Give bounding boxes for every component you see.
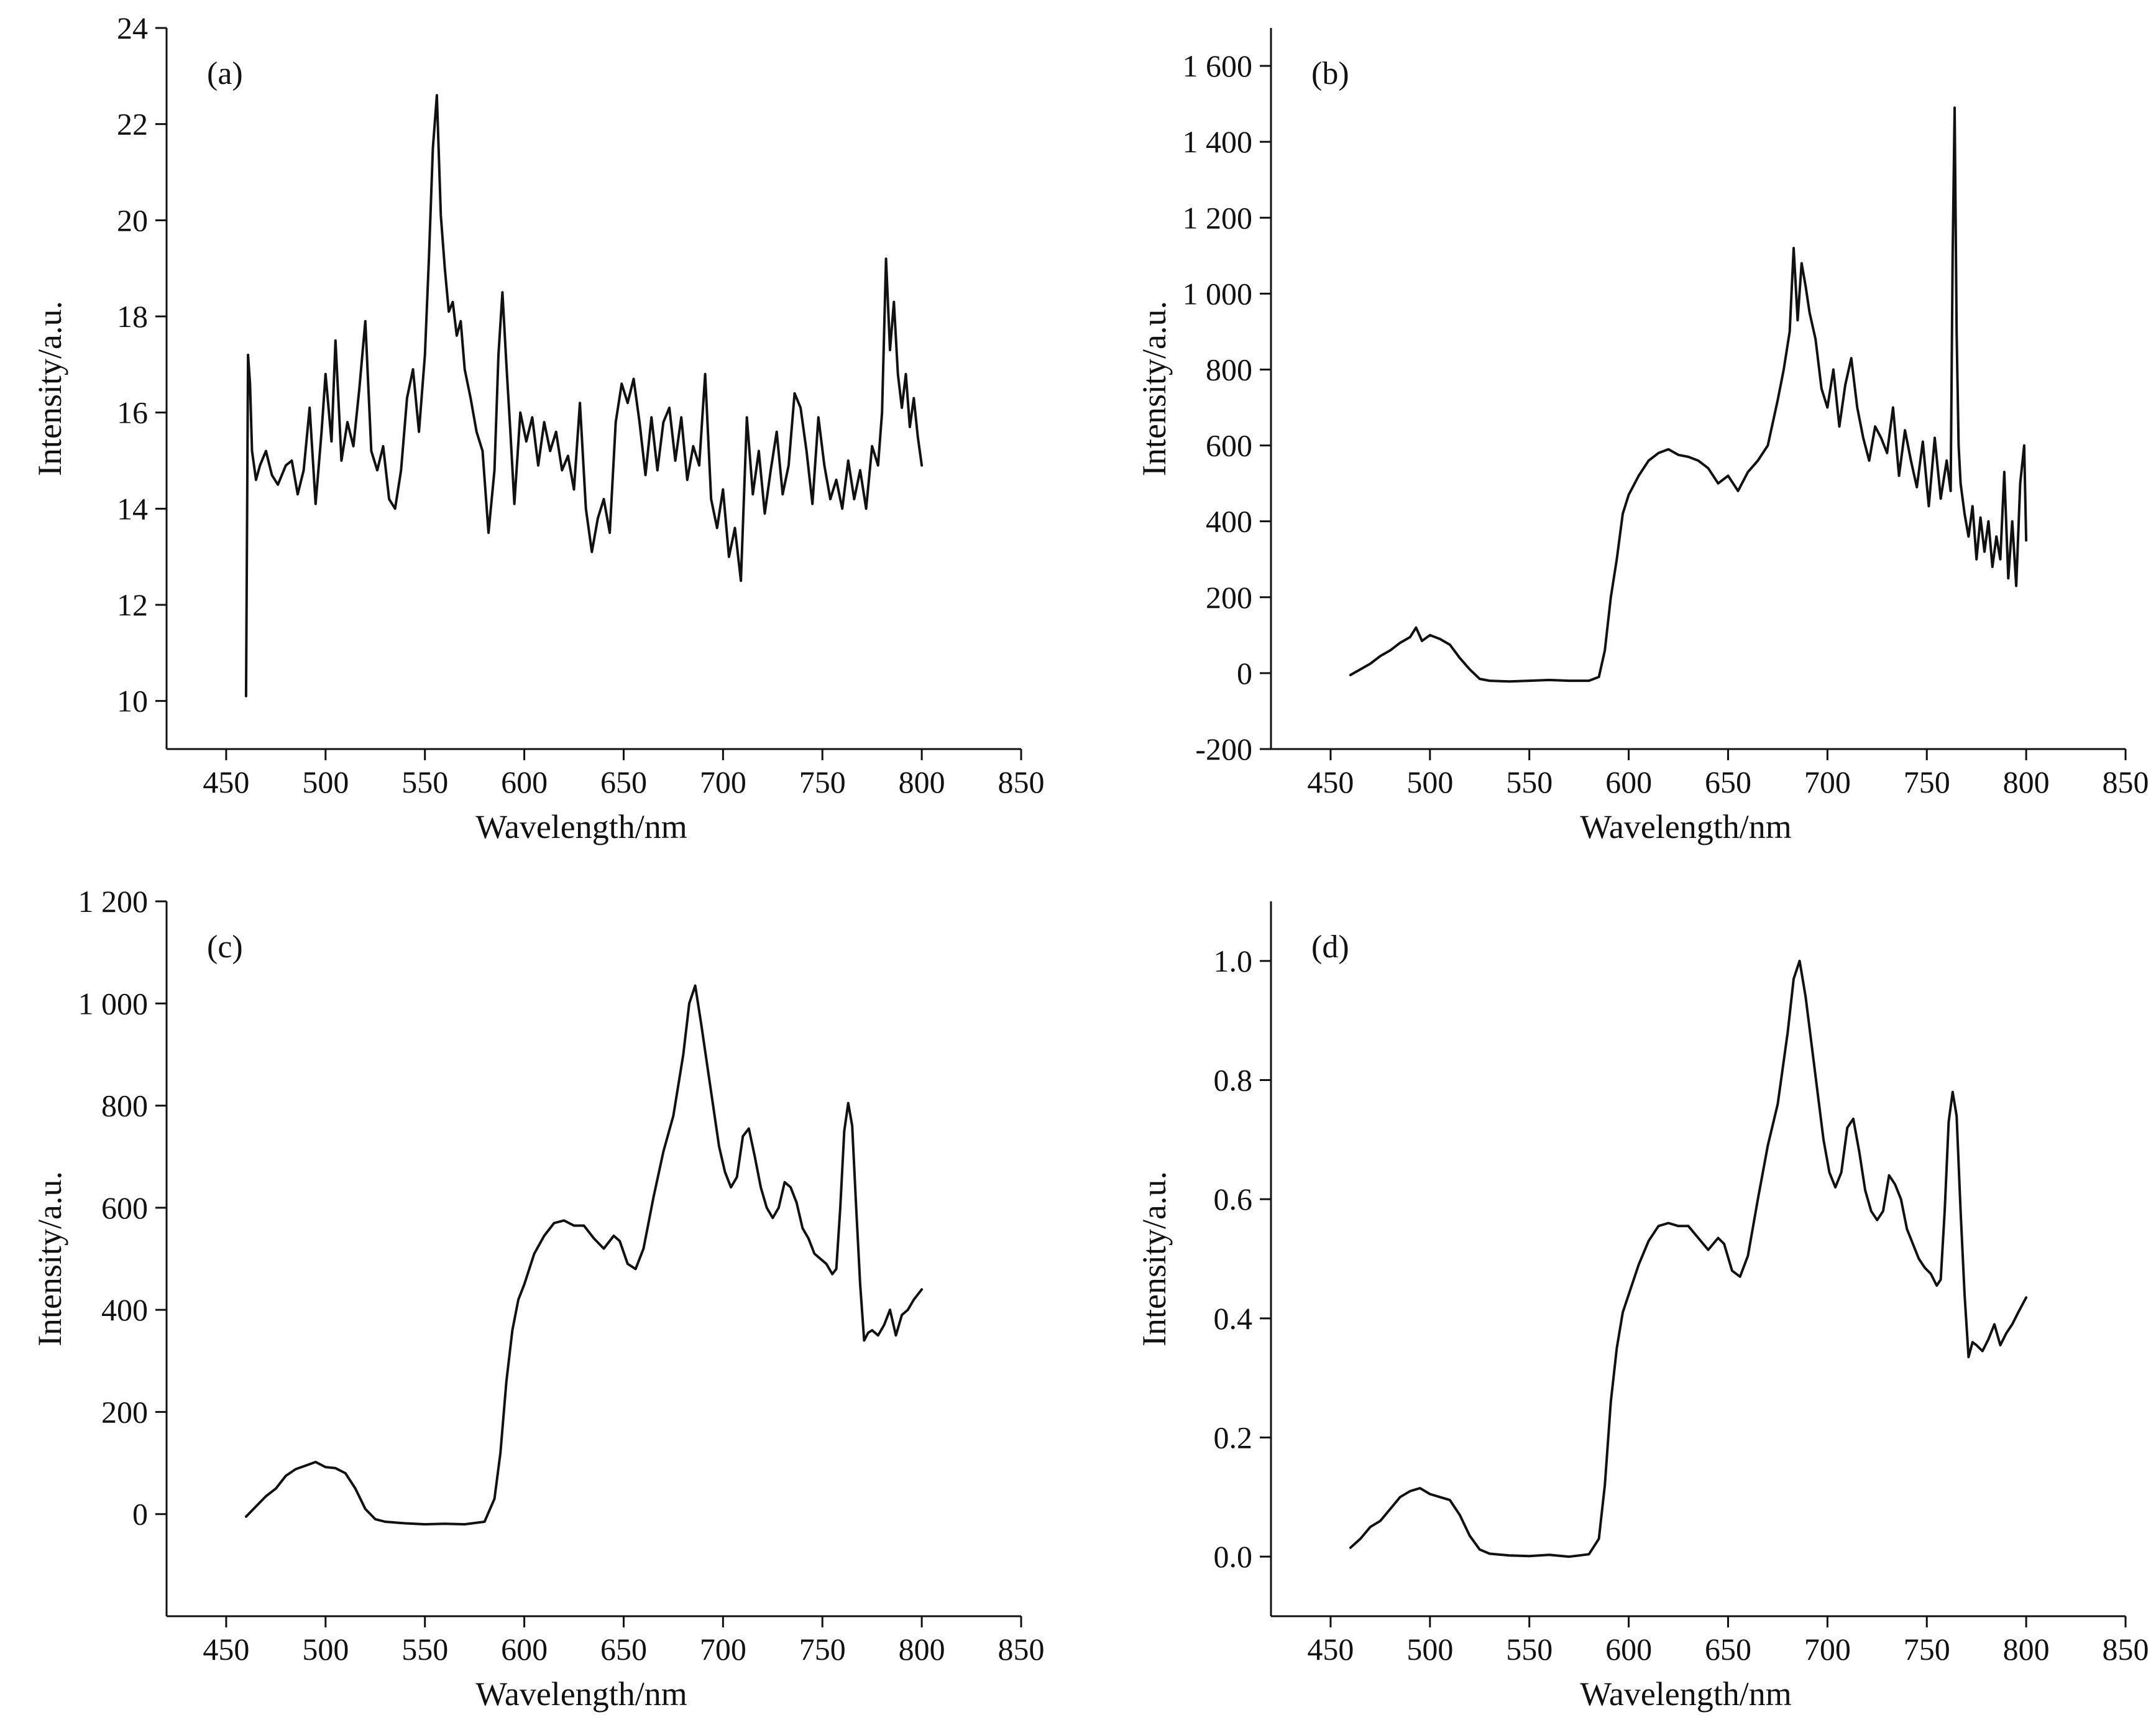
spectrum-line-c [244, 984, 924, 1526]
panel-label: (d) [1311, 929, 1349, 965]
x-tick-label: 750 [1904, 765, 1950, 799]
x-tick-label: 550 [1506, 1632, 1553, 1667]
y-tick-label: 10 [117, 684, 148, 719]
x-tick-label: 500 [1406, 765, 1453, 799]
x-tick-label: 600 [501, 765, 548, 799]
panel-label: (c) [207, 929, 243, 965]
x-tick-label: 750 [799, 765, 846, 799]
panel-d: 450 500 550 600 650 700 750 800 850 0.0 0.2 0.4 0.6 0… [1135, 901, 2149, 1713]
y-tick-label: 1.0 [1214, 944, 1253, 978]
y-tick-label: 1 400 [1183, 124, 1253, 159]
y-tick-label: 1 200 [78, 884, 149, 919]
panel-b: 450 500 550 600 650 700 750 800 850 -200 0 200 400 60… [1135, 28, 2149, 845]
y-tick-label: 400 [1206, 504, 1252, 539]
x-tick-label: 700 [700, 765, 746, 799]
x-tick-label: 500 [302, 765, 349, 799]
x-tick-label: 850 [998, 1632, 1045, 1667]
x-tick-label: 700 [1804, 765, 1851, 799]
x-tick-label: 750 [799, 1632, 846, 1667]
x-tick-label: 500 [302, 1632, 349, 1667]
y-tick-label: 18 [117, 299, 148, 334]
spectrum-line-b [1349, 106, 2028, 683]
y-tick-label: -200 [1195, 732, 1252, 766]
x-tick-label: 550 [1506, 765, 1553, 799]
x-tick-label: 650 [600, 765, 647, 799]
y-tick-label: 0.0 [1214, 1539, 1253, 1574]
y-tick-label: 1 600 [1183, 48, 1253, 83]
y-tick-label: 200 [1206, 580, 1252, 615]
x-tick-label: 600 [1605, 1632, 1652, 1667]
x-tick-label: 700 [700, 1632, 746, 1667]
y-axis-title: Intensity/a.u. [31, 301, 68, 476]
x-tick-label: 850 [2103, 1632, 2149, 1667]
x-tick-label: 850 [998, 765, 1045, 799]
x-tick-label: 700 [1804, 1632, 1851, 1667]
y-tick-label: 800 [101, 1088, 148, 1123]
x-axis-title: Wavelength/nm [475, 1675, 687, 1713]
x-tick-label: 450 [1307, 765, 1354, 799]
y-tick-label: 0.4 [1214, 1301, 1253, 1336]
x-tick-label: 800 [2003, 1632, 2050, 1667]
panel-a: 450 500 550 600 650 700 750 800 850 10 12 14 16 18 20 2… [31, 11, 1045, 845]
y-tick-label: 400 [101, 1292, 148, 1327]
x-tick-label: 800 [2003, 765, 2050, 799]
x-tick-label: 500 [1406, 1632, 1453, 1667]
x-tick-label: 800 [899, 1632, 945, 1667]
y-tick-label: 0 [1237, 656, 1252, 691]
panel-label: (a) [207, 56, 243, 91]
x-tick-label: 550 [401, 765, 448, 799]
x-tick-label: 800 [899, 765, 945, 799]
panel-label: (b) [1311, 56, 1349, 91]
y-tick-label: 800 [1206, 352, 1252, 387]
y-tick-label: 600 [1206, 428, 1252, 463]
y-axis-title: Intensity/a.u. [31, 1171, 68, 1346]
y-tick-label: 14 [117, 491, 148, 526]
x-tick-label: 450 [203, 765, 249, 799]
y-axis-title: Intensity/a.u. [1135, 301, 1173, 476]
x-tick-label: 650 [1705, 765, 1751, 799]
y-tick-label: 12 [117, 587, 148, 622]
x-tick-label: 750 [1904, 1632, 1950, 1667]
y-tick-label: 1 000 [78, 986, 149, 1021]
panel-c: 450 500 550 600 650 700 750 800 850 0 200 400 600 800… [31, 884, 1045, 1713]
x-tick-label: 600 [501, 1632, 548, 1667]
y-tick-label: 0 [132, 1497, 148, 1532]
y-tick-label: 0.6 [1214, 1182, 1253, 1217]
x-tick-label: 650 [1705, 1632, 1751, 1667]
x-tick-label: 650 [600, 1632, 647, 1667]
y-tick-label: 1 000 [1183, 276, 1253, 311]
x-tick-label: 450 [203, 1632, 249, 1667]
y-tick-label: 20 [117, 203, 148, 237]
y-tick-label: 1 200 [1183, 200, 1253, 235]
y-tick-label: 600 [101, 1190, 148, 1225]
x-tick-label: 600 [1605, 765, 1652, 799]
x-tick-label: 850 [2103, 765, 2149, 799]
x-axis-title: Wavelength/nm [1580, 808, 1792, 845]
y-tick-label: 0.8 [1214, 1063, 1253, 1098]
x-tick-label: 450 [1307, 1632, 1354, 1667]
y-tick-label: 0.2 [1214, 1420, 1253, 1455]
y-tick-label: 24 [117, 11, 148, 45]
spectrum-line-d [1349, 959, 2028, 1558]
y-tick-label: 22 [117, 107, 148, 142]
x-axis-title: Wavelength/nm [1580, 1675, 1792, 1713]
y-tick-label: 200 [101, 1394, 148, 1429]
x-axis-title: Wavelength/nm [475, 808, 687, 845]
y-tick-label: 16 [117, 395, 148, 430]
spectrum-line-a [244, 94, 924, 697]
y-axis-title: Intensity/a.u. [1135, 1171, 1173, 1346]
x-tick-label: 550 [401, 1632, 448, 1667]
